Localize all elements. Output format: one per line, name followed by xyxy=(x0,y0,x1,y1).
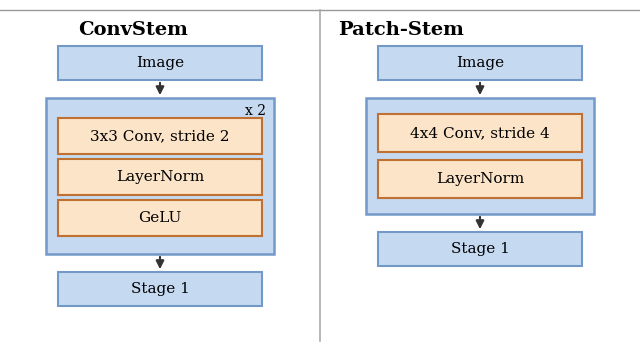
Text: GeLU: GeLU xyxy=(138,211,182,225)
FancyBboxPatch shape xyxy=(46,98,274,254)
FancyBboxPatch shape xyxy=(378,160,582,198)
FancyBboxPatch shape xyxy=(58,46,262,80)
FancyBboxPatch shape xyxy=(58,272,262,306)
FancyBboxPatch shape xyxy=(58,200,262,236)
FancyBboxPatch shape xyxy=(378,46,582,80)
Text: Patch-Stem: Patch-Stem xyxy=(338,21,464,39)
Text: ConvStem: ConvStem xyxy=(78,21,188,39)
Text: Image: Image xyxy=(456,56,504,70)
Text: Image: Image xyxy=(136,56,184,70)
Text: LayerNorm: LayerNorm xyxy=(116,170,204,184)
Text: Stage 1: Stage 1 xyxy=(131,282,189,296)
FancyBboxPatch shape xyxy=(366,98,594,214)
FancyBboxPatch shape xyxy=(58,118,262,154)
FancyBboxPatch shape xyxy=(378,114,582,152)
Text: 4x4 Conv, stride 4: 4x4 Conv, stride 4 xyxy=(410,126,550,140)
FancyBboxPatch shape xyxy=(58,159,262,195)
Text: x 2: x 2 xyxy=(245,104,266,118)
Text: LayerNorm: LayerNorm xyxy=(436,172,524,186)
Text: 3x3 Conv, stride 2: 3x3 Conv, stride 2 xyxy=(90,129,230,143)
FancyBboxPatch shape xyxy=(378,232,582,266)
Text: Stage 1: Stage 1 xyxy=(451,242,509,256)
